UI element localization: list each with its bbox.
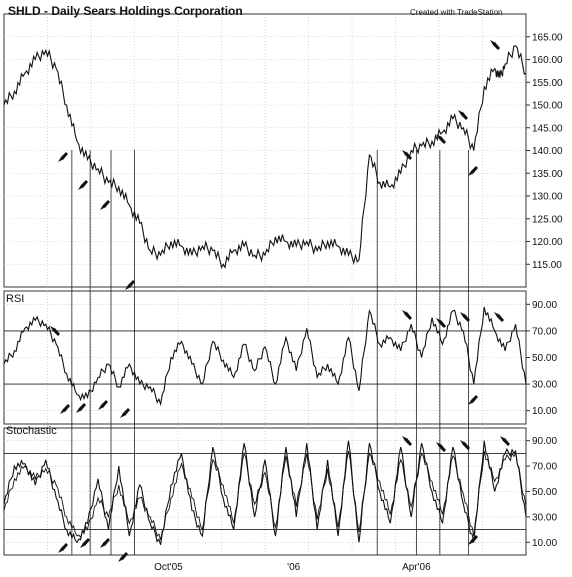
series-line-shld-close: [3, 45, 527, 270]
x-axis-labels-layer: Oct'05 '06 Apr'06: [154, 562, 431, 573]
signal-arrow-head: [118, 552, 128, 562]
chart-credit: Created with TradeStation: [410, 8, 503, 17]
stochastic-panel-label: Stochastic: [6, 425, 57, 437]
signal-arrow-head: [500, 436, 510, 446]
signal-arrow: [100, 538, 110, 548]
x-axis-label: '06: [287, 562, 300, 573]
signal-arrow: [58, 543, 68, 553]
reference-lines-layer: [4, 330, 526, 531]
y-tick-label: 30.00: [532, 512, 557, 523]
y-tick-label: 50.00: [532, 487, 557, 498]
signal-arrow: [78, 180, 88, 190]
series-line--k: [3, 440, 527, 545]
signal-arrow: [402, 436, 412, 446]
signal-arrow-head: [402, 436, 412, 446]
signal-arrow-head: [76, 403, 86, 413]
signal-arrow: [468, 166, 478, 176]
signal-arrow: [436, 442, 446, 452]
signal-arrow: [460, 312, 470, 322]
signal-arrows-layer: [50, 40, 510, 562]
signal-arrow: [125, 280, 135, 290]
signal-arrow: [76, 403, 86, 413]
signal-arrow: [100, 200, 110, 210]
signal-arrow: [50, 326, 60, 336]
y-tick-label: 70.00: [532, 326, 557, 337]
signal-arrow: [402, 150, 412, 160]
signal-arrow-head: [402, 150, 412, 160]
signal-arrow: [80, 538, 90, 548]
y-tick-label: 130.00: [532, 192, 563, 203]
grid-layer: [4, 14, 526, 555]
signal-arrow-head: [460, 440, 470, 450]
series-line--d: [3, 450, 527, 540]
signal-arrow-head: [490, 40, 500, 50]
y-tick-label: 125.00: [532, 214, 563, 225]
signal-lines-layer: [71, 150, 469, 555]
signal-arrow-head: [120, 408, 130, 418]
signal-arrow: [460, 440, 470, 450]
signal-arrow-head: [125, 280, 135, 290]
signal-arrow: [494, 312, 504, 322]
signal-arrow: [98, 400, 108, 410]
signal-arrow-head: [458, 110, 468, 120]
signal-arrow: [458, 110, 468, 120]
y-tick-label: 90.00: [532, 300, 557, 311]
y-tick-label: 10.00: [532, 538, 557, 549]
signal-arrow: [436, 318, 446, 328]
signal-arrow-head: [98, 400, 108, 410]
signal-arrow-head: [80, 538, 90, 548]
signal-arrow-head: [436, 442, 446, 452]
x-axis-label: Apr'06: [402, 562, 431, 573]
signal-arrow: [468, 395, 478, 405]
series-layer: [3, 45, 527, 545]
y-tick-label: 140.00: [532, 146, 563, 157]
signal-arrow: [120, 408, 130, 418]
y-tick-label: 135.00: [532, 169, 563, 180]
y-tick-label: 150.00: [532, 101, 563, 112]
signal-arrow-head: [436, 134, 446, 144]
y-tick-label: 115.00: [532, 260, 562, 271]
signal-arrow-head: [58, 543, 68, 553]
signal-arrow-head: [468, 535, 478, 545]
chart-title: SHLD - Daily Sears Holdings Corporation: [8, 4, 243, 18]
signal-arrow: [60, 404, 70, 414]
signal-arrow-head: [78, 180, 88, 190]
signal-arrow: [402, 310, 412, 320]
y-tick-label: 90.00: [532, 436, 557, 447]
signal-arrow-head: [60, 404, 70, 414]
signal-arrow-head: [50, 326, 60, 336]
y-tick-label: 155.00: [532, 78, 563, 89]
y-tick-label: 120.00: [532, 237, 563, 248]
y-tick-label: 145.00: [532, 123, 563, 134]
axis-ticks-layer: 165.00 160.00 155.00 150.00 145.00 140.00 135.…: [526, 32, 563, 549]
signal-arrow-head: [100, 200, 110, 210]
signal-arrow: [500, 436, 510, 446]
signal-arrow-head: [468, 166, 478, 176]
y-tick-label: 10.00: [532, 406, 557, 417]
y-tick-label: 70.00: [532, 462, 557, 473]
y-tick-label: 160.00: [532, 55, 563, 66]
signal-arrow: [58, 152, 68, 162]
y-tick-label: 165.00: [532, 32, 563, 43]
x-axis-label: Oct'05: [154, 562, 183, 573]
signal-arrow-head: [494, 312, 504, 322]
signal-arrow: [118, 552, 128, 562]
signal-arrow: [490, 40, 500, 50]
signal-arrow-head: [468, 395, 478, 405]
signal-arrow-head: [460, 312, 470, 322]
rsi-panel-label: RSI: [6, 293, 24, 305]
signal-arrow: [468, 535, 478, 545]
signal-arrow-head: [436, 318, 446, 328]
signal-arrow-head: [58, 152, 68, 162]
signal-arrow-head: [402, 310, 412, 320]
y-tick-label: 30.00: [532, 380, 557, 391]
signal-arrow: [436, 134, 446, 144]
signal-arrow-head: [100, 538, 110, 548]
y-tick-label: 50.00: [532, 353, 557, 364]
